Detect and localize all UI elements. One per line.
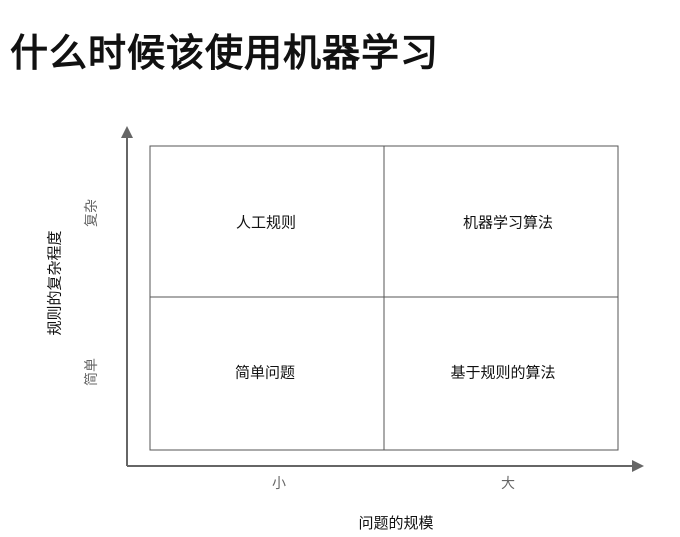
y-tick-simple: 简单 (84, 358, 100, 386)
y-axis-arrow (121, 126, 133, 138)
y-tick-complex: 复杂 (84, 199, 100, 227)
quadrant-bottom-right-label: 基于规则的算法 (450, 363, 556, 382)
x-axis-title: 问题的规模 (358, 514, 434, 532)
quadrant-top-right-label: 机器学习算法 (462, 213, 554, 232)
page-title: 什么时候该使用机器学习 (10, 31, 440, 75)
x-tick-small: 小 (272, 476, 286, 492)
x-tick-large: 大 (501, 476, 515, 492)
quadrant-top-left-label: 人工规则 (235, 213, 297, 232)
y-axis-title: 规则的复杂程度 (45, 230, 64, 336)
quadrant-bottom-left-label: 简单问题 (234, 363, 296, 382)
x-axis-arrow (632, 460, 644, 472)
